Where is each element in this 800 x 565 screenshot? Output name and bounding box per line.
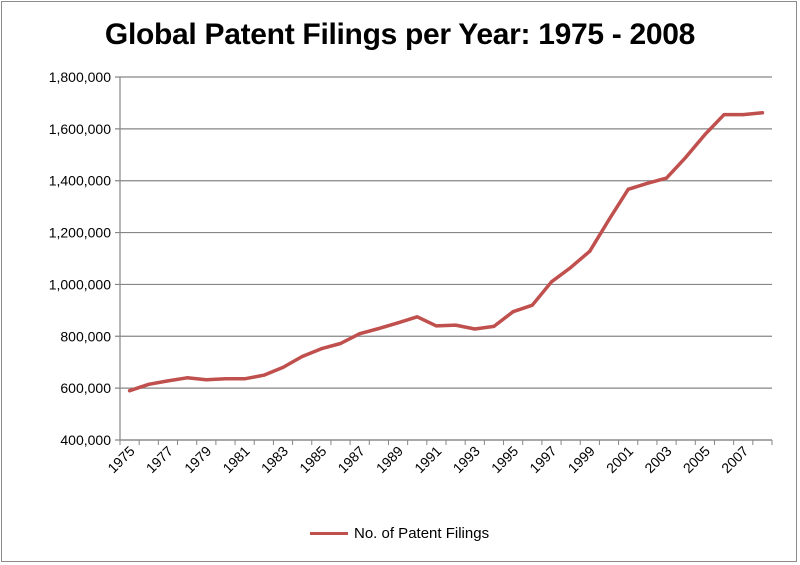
legend-label: No. of Patent Filings	[354, 525, 490, 542]
x-tick-label: 1995	[488, 443, 521, 476]
data-point	[166, 379, 170, 383]
data-point	[741, 112, 745, 117]
data-point	[319, 347, 323, 351]
chart-title: Global Patent Filings per Year: 1975 - 2…	[104, 18, 696, 51]
data-point	[473, 327, 477, 331]
x-tick-label: 2003	[641, 443, 674, 476]
y-axis-ticks: 400,000 600,000 800,000 1,000,000 1,200,000 1…	[49, 69, 112, 448]
x-tick-label: 1979	[181, 443, 214, 476]
y-tick-label: 800,000	[60, 328, 111, 344]
y-tick-label: 1,400,000	[49, 173, 111, 189]
data-point	[338, 341, 343, 346]
series-line	[127, 111, 765, 393]
x-axis-ticks: 1975 1977 1979 1981 1983 1985 1987 1989 1991 1993…	[104, 443, 751, 476]
y-tick-label: 1,000,000	[49, 276, 111, 292]
data-point	[588, 249, 592, 253]
data-point	[281, 365, 285, 369]
data-point	[549, 280, 554, 284]
data-point	[492, 324, 496, 329]
data-point	[626, 187, 630, 191]
series-layer	[127, 111, 765, 393]
x-tick-label: 1991	[411, 443, 444, 476]
x-tick-label: 1989	[373, 443, 406, 476]
data-point	[185, 376, 189, 380]
data-point	[204, 378, 208, 382]
x-axis	[119, 77, 773, 445]
data-point	[358, 332, 362, 336]
x-tick-label: 1983	[258, 443, 291, 476]
x-tick-label: 1987	[334, 443, 367, 476]
x-tick-label: 1985	[296, 443, 329, 476]
x-tick-label: 1997	[526, 443, 559, 476]
x-tick-label: 2007	[718, 443, 751, 476]
x-tick-label: 1999	[565, 443, 598, 476]
legend-swatch	[310, 532, 348, 535]
x-tick-label: 1993	[450, 443, 483, 476]
data-point	[415, 315, 419, 319]
data-point	[262, 373, 266, 377]
data-point	[703, 132, 707, 137]
data-point	[722, 112, 726, 117]
data-point	[684, 155, 688, 159]
data-point	[434, 324, 439, 328]
y-tick-label: 1,200,000	[49, 225, 111, 241]
data-point	[300, 354, 304, 359]
data-point	[243, 377, 247, 381]
data-point	[377, 326, 381, 331]
x-tick-label: 1981	[219, 443, 252, 476]
data-point	[607, 218, 611, 222]
data-point	[396, 321, 400, 325]
x-tick-label: 1977	[143, 443, 176, 476]
data-point	[760, 111, 765, 115]
data-point	[511, 310, 515, 314]
gridlines	[115, 76, 772, 441]
data-point	[223, 377, 228, 381]
y-tick-label: 1,600,000	[49, 121, 111, 137]
data-point	[530, 303, 534, 307]
y-tick-label: 1,800,000	[49, 69, 111, 85]
data-point	[645, 181, 649, 185]
x-tick-label: 2005	[680, 443, 713, 476]
x-tick-label: 2001	[603, 443, 636, 476]
data-point	[569, 265, 573, 270]
data-point	[147, 382, 151, 386]
data-point	[453, 323, 458, 327]
data-point	[127, 389, 132, 393]
data-point	[664, 176, 669, 180]
y-tick-label: 400,000	[60, 432, 111, 448]
y-tick-label: 600,000	[60, 380, 111, 396]
legend: No. of Patent Filings	[310, 525, 489, 542]
